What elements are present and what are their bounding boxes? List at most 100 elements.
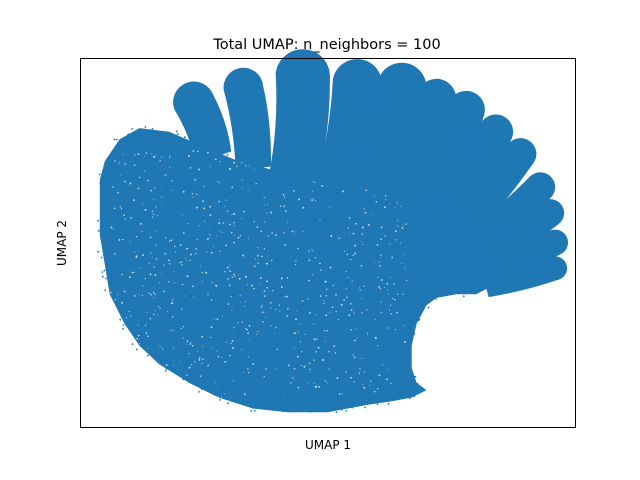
scatter-point (237, 285, 240, 288)
scatter-point (210, 284, 213, 287)
scatter-point (187, 359, 190, 362)
scatter-point (314, 201, 317, 204)
scatter-point (278, 229, 280, 231)
sparse-gap (142, 203, 144, 205)
scatter-point (280, 262, 282, 265)
scatter-point (239, 377, 242, 379)
scatter-point (105, 277, 107, 280)
scatter-point (216, 360, 219, 363)
scatter-point (417, 311, 419, 313)
scatter-point (409, 234, 412, 237)
sparse-gap (210, 336, 212, 339)
sparse-gap (225, 199, 227, 201)
scatter-point (152, 142, 155, 144)
scatter-point (294, 381, 296, 383)
scatter-point (145, 216, 148, 219)
sparse-gap (313, 383, 315, 385)
sparse-gap (237, 236, 240, 239)
scatter-point (211, 332, 214, 335)
sparse-gap (325, 294, 327, 297)
scatter-point (203, 187, 206, 190)
scatter-point (287, 357, 290, 360)
scatter-point (177, 153, 180, 155)
scatter-point (383, 310, 386, 312)
sparse-gap (202, 200, 204, 203)
scatter-point (186, 294, 189, 296)
sparse-gap (298, 198, 301, 201)
scatter-point (478, 280, 480, 283)
scatter-point (189, 329, 192, 332)
sparse-gap (275, 234, 277, 236)
scatter-point (204, 307, 207, 309)
scatter-point (271, 224, 273, 227)
scatter-point (314, 361, 317, 364)
scatter-point (264, 306, 267, 309)
sparse-gap (190, 253, 192, 256)
sparse-gap (241, 349, 243, 351)
sparse-gap (374, 337, 377, 339)
scatter-point (248, 322, 250, 325)
scatter-point (175, 358, 178, 361)
scatter-point (185, 312, 188, 315)
scatter-point (138, 282, 141, 284)
scatter-point (131, 253, 134, 256)
scatter-point (140, 160, 143, 163)
scatter-point (398, 275, 401, 278)
scatter-point (418, 240, 420, 243)
scatter-point (216, 260, 219, 262)
scatter-point (359, 192, 362, 195)
scatter-point (125, 172, 128, 175)
scatter-point (427, 250, 430, 253)
sparse-gap (238, 274, 239, 276)
sparse-gap (118, 162, 120, 164)
x-axis-label: UMAP 1 (305, 438, 351, 452)
scatter-point (383, 214, 385, 217)
scatter-point (315, 327, 318, 330)
scatter-point (389, 259, 391, 262)
scatter-point (435, 298, 437, 300)
scatter-point (357, 354, 360, 357)
scatter-point (223, 383, 225, 386)
scatter-point (344, 230, 346, 233)
scatter-point (182, 322, 185, 324)
scatter-point (257, 363, 260, 366)
scatter-point (217, 229, 219, 232)
sparse-gap (320, 269, 322, 271)
sparse-gap (247, 237, 249, 239)
scatter-point (195, 309, 198, 312)
scatter-point (307, 364, 309, 367)
scatter-point (390, 269, 392, 271)
scatter-point (372, 238, 375, 241)
scatter-point (140, 132, 143, 135)
scatter-point (218, 275, 221, 278)
scatter-point (269, 309, 272, 311)
scatter-point (331, 391, 334, 393)
scatter-point (126, 246, 129, 248)
scatter-point (389, 272, 391, 274)
scatter-point (232, 159, 235, 162)
scatter-point (475, 276, 478, 279)
sparse-gap (150, 189, 153, 192)
sparse-gap (186, 340, 189, 343)
scatter-point (190, 339, 193, 341)
sparse-gap (251, 284, 254, 287)
scatter-point (179, 294, 182, 297)
sparse-gap (224, 360, 227, 363)
scatter-point (227, 358, 230, 361)
scatter-point (401, 231, 404, 234)
sparse-gap (227, 303, 230, 305)
scatter-point (204, 236, 207, 239)
sparse-gap (218, 181, 220, 184)
scatter-point (122, 204, 124, 207)
scatter-point (284, 238, 287, 240)
sparse-gap (313, 323, 315, 325)
scatter-point (386, 253, 389, 256)
scatter-point (253, 406, 255, 409)
scatter-point (292, 281, 295, 284)
scatter-point (193, 281, 196, 284)
scatter-point (373, 196, 375, 199)
scatter-point (239, 175, 242, 178)
scatter-point (269, 208, 271, 211)
sparse-gap (120, 208, 123, 210)
scatter-point (253, 311, 256, 314)
